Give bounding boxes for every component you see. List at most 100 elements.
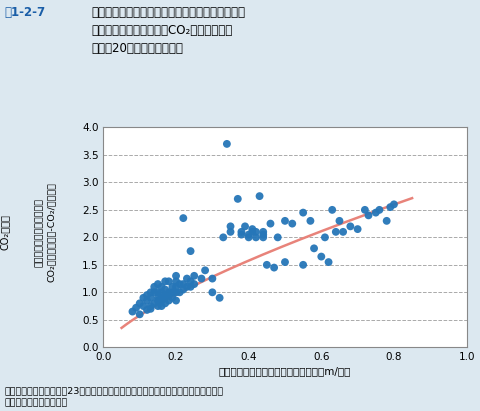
Point <box>172 272 180 279</box>
Point <box>270 264 277 271</box>
Point <box>248 226 256 232</box>
Point <box>280 259 288 266</box>
Text: 図1-2-7: 図1-2-7 <box>5 6 46 19</box>
Point <box>219 234 227 240</box>
Point <box>338 229 346 235</box>
Point <box>146 289 154 296</box>
Point <box>252 229 259 235</box>
Point <box>299 261 306 268</box>
Point <box>273 234 281 240</box>
Point <box>259 231 266 238</box>
Point <box>364 212 372 219</box>
Point <box>244 231 252 238</box>
Point <box>157 303 165 309</box>
Point <box>190 281 198 287</box>
Point <box>161 300 168 307</box>
Point <box>259 234 266 240</box>
Point <box>176 289 183 296</box>
Point <box>299 209 306 216</box>
Point <box>248 229 256 235</box>
Point <box>321 234 328 240</box>
Point <box>389 201 397 208</box>
Point <box>280 217 288 224</box>
Point <box>168 289 176 296</box>
Point <box>385 204 393 210</box>
Point <box>154 295 161 301</box>
Point <box>208 275 216 282</box>
Point <box>146 303 154 309</box>
Point <box>136 311 144 318</box>
Point <box>255 193 263 199</box>
Point <box>197 275 205 282</box>
Point <box>161 292 168 298</box>
Point <box>154 289 161 296</box>
Point <box>360 207 368 213</box>
Point <box>157 284 165 290</box>
Point <box>216 295 223 301</box>
Point <box>190 272 198 279</box>
Point <box>172 284 180 290</box>
Point <box>346 223 353 230</box>
Point <box>150 284 158 290</box>
Point <box>154 303 161 309</box>
Point <box>263 261 270 268</box>
Text: 資料：国土交通省「平成23年都市計画年報」、環境省「土地利用・交通モデル（全
　　　国版）」より作成: 資料：国土交通省「平成23年都市計画年報」、環境省「土地利用・交通モデル（全 国… <box>5 386 224 407</box>
Point <box>382 217 390 224</box>
Point <box>165 292 172 298</box>
Point <box>183 284 191 290</box>
Text: CO₂排出量: CO₂排出量 <box>0 214 10 250</box>
Point <box>168 295 176 301</box>
Point <box>139 295 147 301</box>
Point <box>306 217 313 224</box>
Point <box>237 229 245 235</box>
Point <box>165 297 172 304</box>
Point <box>288 220 296 227</box>
Point <box>172 278 180 284</box>
Point <box>165 289 172 296</box>
Point <box>172 289 180 296</box>
Point <box>139 303 147 309</box>
Point <box>331 229 339 235</box>
Point <box>168 284 176 290</box>
Point <box>143 297 151 304</box>
Point <box>223 141 230 147</box>
Point <box>240 223 248 230</box>
Point <box>143 307 151 313</box>
Point <box>132 305 140 311</box>
Point <box>259 229 266 235</box>
Point <box>157 297 165 304</box>
Point <box>226 223 234 230</box>
Point <box>128 308 136 315</box>
Point <box>161 295 168 301</box>
Point <box>179 281 187 287</box>
Point <box>226 229 234 235</box>
Point <box>244 234 252 240</box>
Point <box>165 278 172 284</box>
Point <box>179 286 187 293</box>
Point <box>136 300 144 307</box>
Text: 一人当たり乗用車＋貨物車
CO₂排出量（トン-CO₂/人・年）: 一人当たり乗用車＋貨物車 CO₂排出量（トン-CO₂/人・年） <box>35 182 56 282</box>
Point <box>201 267 208 274</box>
Point <box>208 289 216 296</box>
Point <box>183 275 191 282</box>
Point <box>157 295 165 301</box>
Point <box>161 286 168 293</box>
Point <box>179 215 187 222</box>
Point <box>146 295 154 301</box>
Point <box>317 253 324 260</box>
Point <box>237 231 245 238</box>
Point <box>186 284 194 290</box>
Point <box>353 226 360 232</box>
Point <box>324 259 332 266</box>
Point <box>186 278 194 284</box>
Point <box>176 281 183 287</box>
Point <box>266 220 274 227</box>
Point <box>143 292 151 298</box>
Point <box>154 281 161 287</box>
Point <box>375 207 383 213</box>
Point <box>310 245 317 252</box>
Point <box>154 297 161 304</box>
Point <box>335 217 343 224</box>
Point <box>146 305 154 312</box>
Point <box>252 234 259 240</box>
